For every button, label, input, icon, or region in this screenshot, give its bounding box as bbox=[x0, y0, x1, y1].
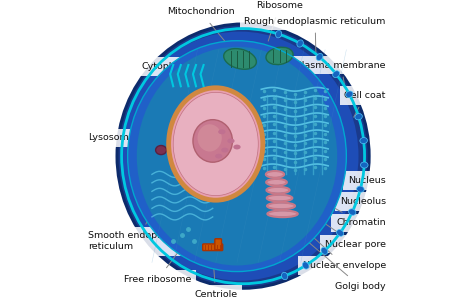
Ellipse shape bbox=[193, 120, 232, 162]
Text: Plasma membrane: Plasma membrane bbox=[296, 60, 386, 93]
Ellipse shape bbox=[275, 30, 282, 38]
Ellipse shape bbox=[333, 71, 340, 78]
Ellipse shape bbox=[282, 272, 288, 280]
FancyBboxPatch shape bbox=[215, 239, 221, 250]
Text: Ribosome: Ribosome bbox=[256, 1, 303, 41]
Ellipse shape bbox=[198, 124, 222, 152]
Ellipse shape bbox=[266, 187, 290, 193]
Ellipse shape bbox=[169, 88, 263, 200]
Text: Nuclear envelope: Nuclear envelope bbox=[266, 194, 386, 270]
Text: Nuclear pore: Nuclear pore bbox=[264, 182, 386, 249]
Ellipse shape bbox=[218, 129, 226, 134]
Ellipse shape bbox=[137, 47, 337, 265]
Ellipse shape bbox=[155, 145, 166, 155]
Ellipse shape bbox=[266, 180, 287, 185]
Ellipse shape bbox=[355, 114, 362, 120]
Ellipse shape bbox=[361, 162, 368, 168]
Ellipse shape bbox=[356, 186, 364, 192]
Ellipse shape bbox=[337, 229, 344, 236]
Ellipse shape bbox=[297, 40, 303, 47]
Ellipse shape bbox=[316, 54, 323, 60]
Text: Nucleolus: Nucleolus bbox=[248, 145, 386, 206]
Ellipse shape bbox=[173, 92, 258, 196]
Ellipse shape bbox=[233, 144, 241, 149]
Ellipse shape bbox=[348, 209, 356, 215]
Text: Cell coat: Cell coat bbox=[345, 91, 386, 117]
Ellipse shape bbox=[121, 32, 358, 281]
Ellipse shape bbox=[227, 139, 235, 143]
Ellipse shape bbox=[266, 172, 284, 177]
Ellipse shape bbox=[360, 138, 367, 144]
Text: Rough endoplasmic reticulum: Rough endoplasmic reticulum bbox=[245, 17, 386, 56]
Ellipse shape bbox=[128, 41, 346, 272]
Ellipse shape bbox=[302, 262, 309, 269]
Text: Mitochondrion: Mitochondrion bbox=[167, 7, 235, 54]
Ellipse shape bbox=[224, 49, 256, 69]
Text: Lysosome: Lysosome bbox=[88, 133, 155, 147]
Text: Cytoplasm: Cytoplasm bbox=[142, 62, 193, 99]
FancyBboxPatch shape bbox=[203, 244, 223, 251]
Ellipse shape bbox=[321, 247, 328, 254]
Text: Free ribosome: Free ribosome bbox=[124, 240, 191, 284]
Text: Chromatin: Chromatin bbox=[261, 167, 386, 227]
Ellipse shape bbox=[215, 154, 222, 159]
Ellipse shape bbox=[221, 148, 228, 152]
Ellipse shape bbox=[118, 26, 368, 287]
Ellipse shape bbox=[266, 47, 293, 65]
Text: Smooth endoplasmic
reticulum: Smooth endoplasmic reticulum bbox=[88, 213, 188, 251]
Ellipse shape bbox=[267, 203, 295, 209]
Ellipse shape bbox=[116, 22, 371, 290]
Ellipse shape bbox=[346, 91, 353, 98]
Text: Centriole: Centriole bbox=[194, 256, 237, 299]
Text: Golgi body: Golgi body bbox=[285, 222, 386, 291]
Text: Nucleus: Nucleus bbox=[267, 151, 386, 185]
Ellipse shape bbox=[267, 195, 292, 201]
Ellipse shape bbox=[267, 211, 298, 217]
